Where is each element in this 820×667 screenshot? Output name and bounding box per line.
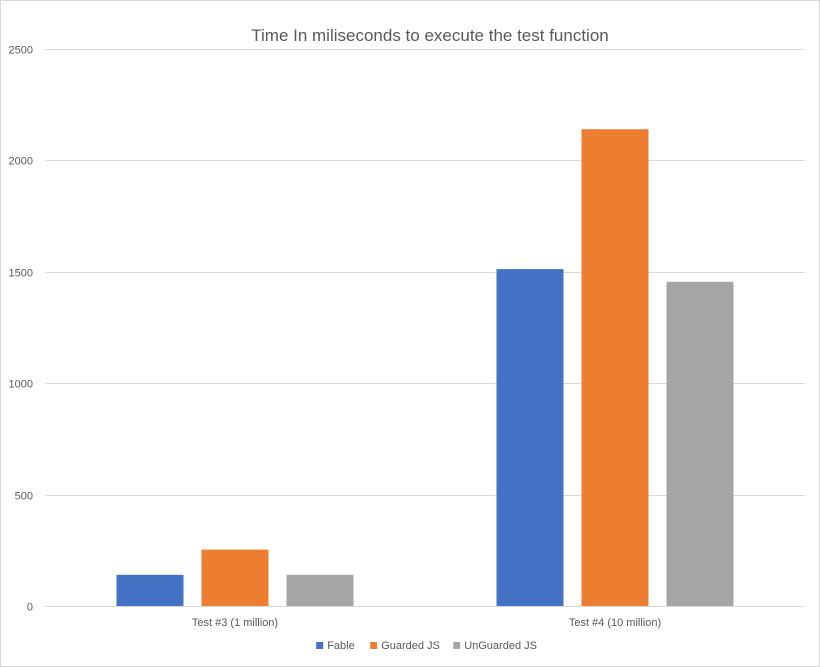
bar-fable-1 bbox=[116, 574, 184, 606]
legend-label: Fable bbox=[327, 640, 355, 652]
legend: Fable Guarded JS UnGuarded JS bbox=[316, 640, 537, 652]
legend-label: Guarded JS bbox=[381, 640, 440, 652]
y-tick-label: 2500 bbox=[9, 45, 33, 57]
bar-fable-2 bbox=[496, 269, 564, 606]
gridlines bbox=[45, 49, 805, 607]
y-tick-label: 1000 bbox=[9, 379, 33, 391]
bar-guarded-js-1 bbox=[201, 549, 269, 606]
x-tick-label: Test #4 (10 million) bbox=[569, 617, 661, 629]
legend-label: UnGuarded JS bbox=[464, 640, 537, 652]
x-axis-ticks: Test #3 (1 million) Test #4 (10 million) bbox=[192, 617, 661, 629]
legend-swatch bbox=[370, 642, 378, 649]
bar-unguarded-js-2 bbox=[666, 281, 734, 606]
y-tick-label: 2000 bbox=[9, 156, 33, 168]
bar-guarded-js-2 bbox=[581, 129, 649, 606]
chart-title: Time In miliseconds to execute the test … bbox=[251, 26, 609, 45]
y-tick-label: 500 bbox=[15, 491, 33, 503]
legend-swatch bbox=[316, 642, 324, 649]
legend-swatch bbox=[453, 642, 461, 649]
y-tick-label: 1500 bbox=[9, 268, 33, 280]
x-tick-label: Test #3 (1 million) bbox=[192, 617, 278, 629]
y-tick-label: 0 bbox=[27, 602, 33, 614]
bars bbox=[116, 129, 734, 606]
bar-unguarded-js-1 bbox=[286, 574, 354, 606]
y-axis-ticks: 0 500 1000 1500 2000 2500 bbox=[9, 45, 33, 614]
